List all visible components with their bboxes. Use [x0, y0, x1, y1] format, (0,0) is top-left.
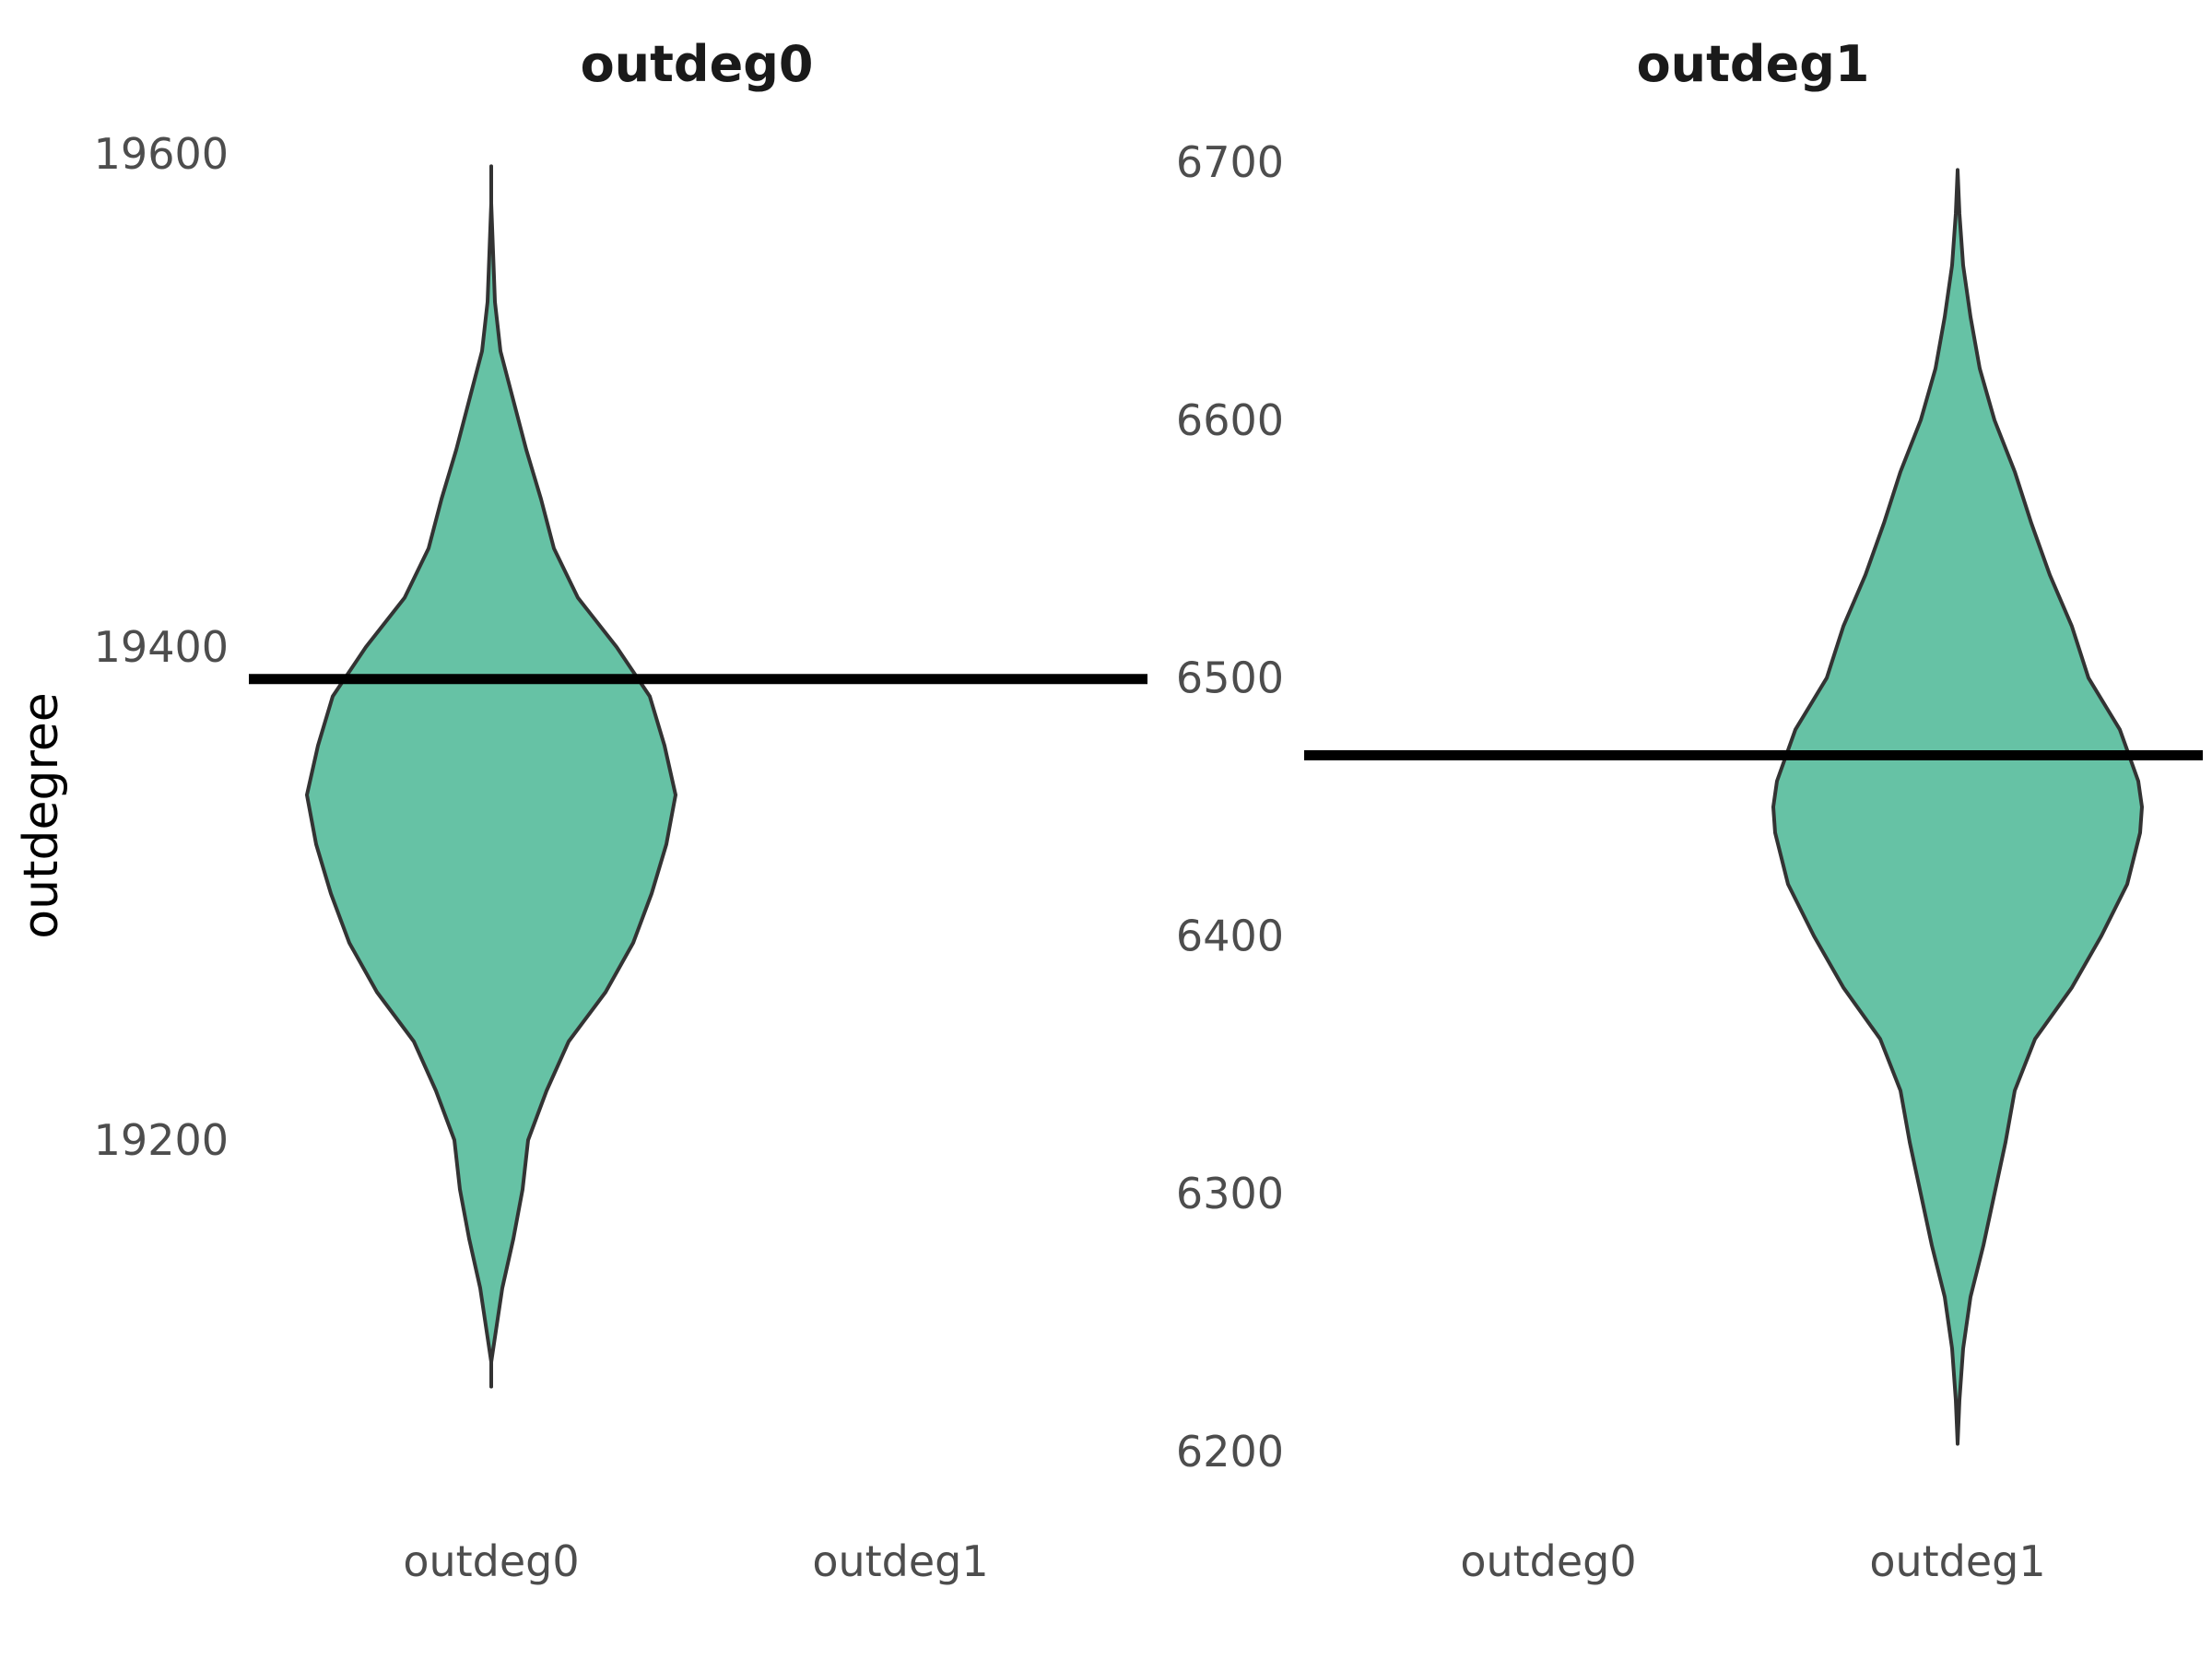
- panel-title: outdeg0: [581, 35, 814, 93]
- x-tick-label: outdeg0: [1460, 1536, 1636, 1586]
- y-tick-label: 19400: [94, 622, 229, 672]
- x-tick-label: outdeg1: [812, 1536, 988, 1586]
- panel-title: outdeg1: [1637, 35, 1870, 93]
- y-tick-label: 6500: [1176, 653, 1284, 703]
- y-tick-label: 6300: [1176, 1169, 1284, 1218]
- violin-outdeg1: [1771, 168, 2144, 1446]
- y-tick-label: 6700: [1176, 137, 1284, 187]
- y-tick-label: 6200: [1176, 1427, 1284, 1477]
- y-axis-title: outdegree: [14, 692, 69, 938]
- y-tick-label: 6600: [1176, 395, 1284, 445]
- x-tick-label: outdeg0: [403, 1536, 579, 1586]
- violin-outdeg0: [305, 164, 677, 1389]
- y-tick-label: 19200: [94, 1115, 229, 1165]
- y-tick-label: 6400: [1176, 911, 1284, 960]
- x-tick-label: outdeg1: [1869, 1536, 2045, 1586]
- y-tick-label: 19600: [94, 129, 229, 179]
